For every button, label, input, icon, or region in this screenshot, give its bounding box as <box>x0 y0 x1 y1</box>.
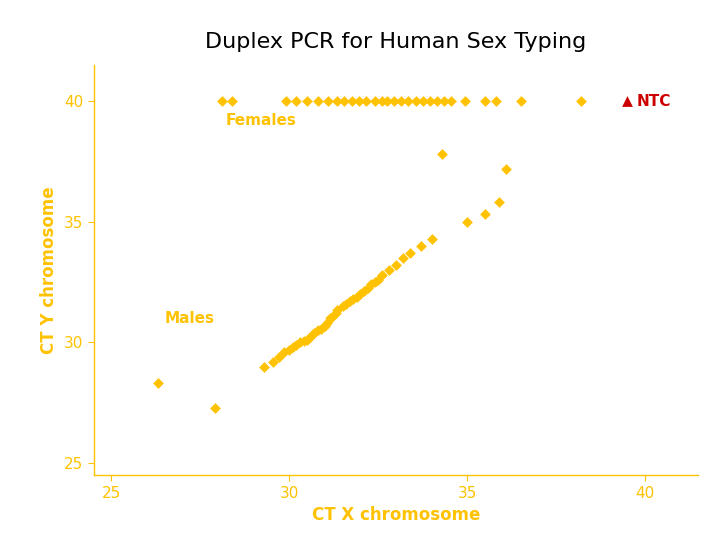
Point <box>389 97 400 105</box>
Point <box>346 97 357 105</box>
Point <box>291 341 302 349</box>
Point <box>301 97 312 105</box>
Point <box>273 353 284 361</box>
Point <box>344 297 356 306</box>
Point <box>376 271 387 279</box>
Point <box>338 97 350 105</box>
Point <box>382 97 393 105</box>
Point <box>312 97 323 105</box>
Point <box>303 333 315 342</box>
Point <box>621 97 633 105</box>
Point <box>395 97 407 105</box>
Point <box>337 302 348 310</box>
Point <box>490 97 501 105</box>
Point <box>402 97 414 105</box>
Point <box>323 97 334 105</box>
Point <box>436 150 448 158</box>
X-axis label: CT X chromosome: CT X chromosome <box>312 506 480 524</box>
Point <box>326 313 338 321</box>
Point <box>415 241 427 250</box>
Point <box>351 292 363 301</box>
Point <box>348 295 359 303</box>
Point <box>216 97 228 105</box>
Point <box>383 266 395 274</box>
Point <box>405 249 416 258</box>
Point <box>390 261 402 269</box>
Point <box>369 278 380 286</box>
Point <box>298 337 310 346</box>
Point <box>280 97 292 105</box>
Point <box>480 210 491 219</box>
Point <box>397 254 409 262</box>
Title: Duplex PCR for Human Sex Typing: Duplex PCR for Human Sex Typing <box>205 32 587 52</box>
Point <box>321 319 333 327</box>
Point <box>331 306 343 314</box>
Point <box>319 321 330 330</box>
Text: Males: Males <box>165 311 215 326</box>
Point <box>493 198 505 207</box>
Point <box>258 362 270 371</box>
Point <box>459 97 471 105</box>
Point <box>307 331 318 340</box>
Point <box>308 328 320 337</box>
Point <box>330 309 341 318</box>
Point <box>209 403 220 412</box>
Point <box>431 97 443 105</box>
Point <box>361 284 373 293</box>
Point <box>446 97 457 105</box>
Point <box>369 97 380 105</box>
Point <box>291 97 302 105</box>
Point <box>312 326 323 335</box>
Point <box>325 314 336 322</box>
Point <box>360 97 372 105</box>
Point <box>287 343 299 352</box>
Point <box>355 290 366 299</box>
Point <box>331 97 343 105</box>
Point <box>462 218 473 226</box>
Point <box>480 97 491 105</box>
Point <box>438 97 450 105</box>
Point <box>410 97 421 105</box>
Point <box>152 379 163 388</box>
Point <box>417 97 428 105</box>
Text: Females: Females <box>225 113 296 128</box>
Point <box>515 97 526 105</box>
Y-axis label: CT Y chromosome: CT Y chromosome <box>40 186 58 354</box>
Text: NTC: NTC <box>636 93 670 109</box>
Point <box>278 348 289 356</box>
Point <box>359 286 370 295</box>
Point <box>365 280 377 289</box>
Point <box>227 97 238 105</box>
Point <box>341 300 352 308</box>
Point <box>294 338 306 347</box>
Point <box>376 97 387 105</box>
Point <box>315 325 327 334</box>
Point <box>284 346 295 354</box>
Point <box>500 164 512 173</box>
Point <box>301 336 312 345</box>
Point <box>424 97 436 105</box>
Point <box>372 275 384 284</box>
Point <box>268 357 279 366</box>
Point <box>575 97 587 105</box>
Point <box>353 97 364 105</box>
Point <box>426 234 437 243</box>
